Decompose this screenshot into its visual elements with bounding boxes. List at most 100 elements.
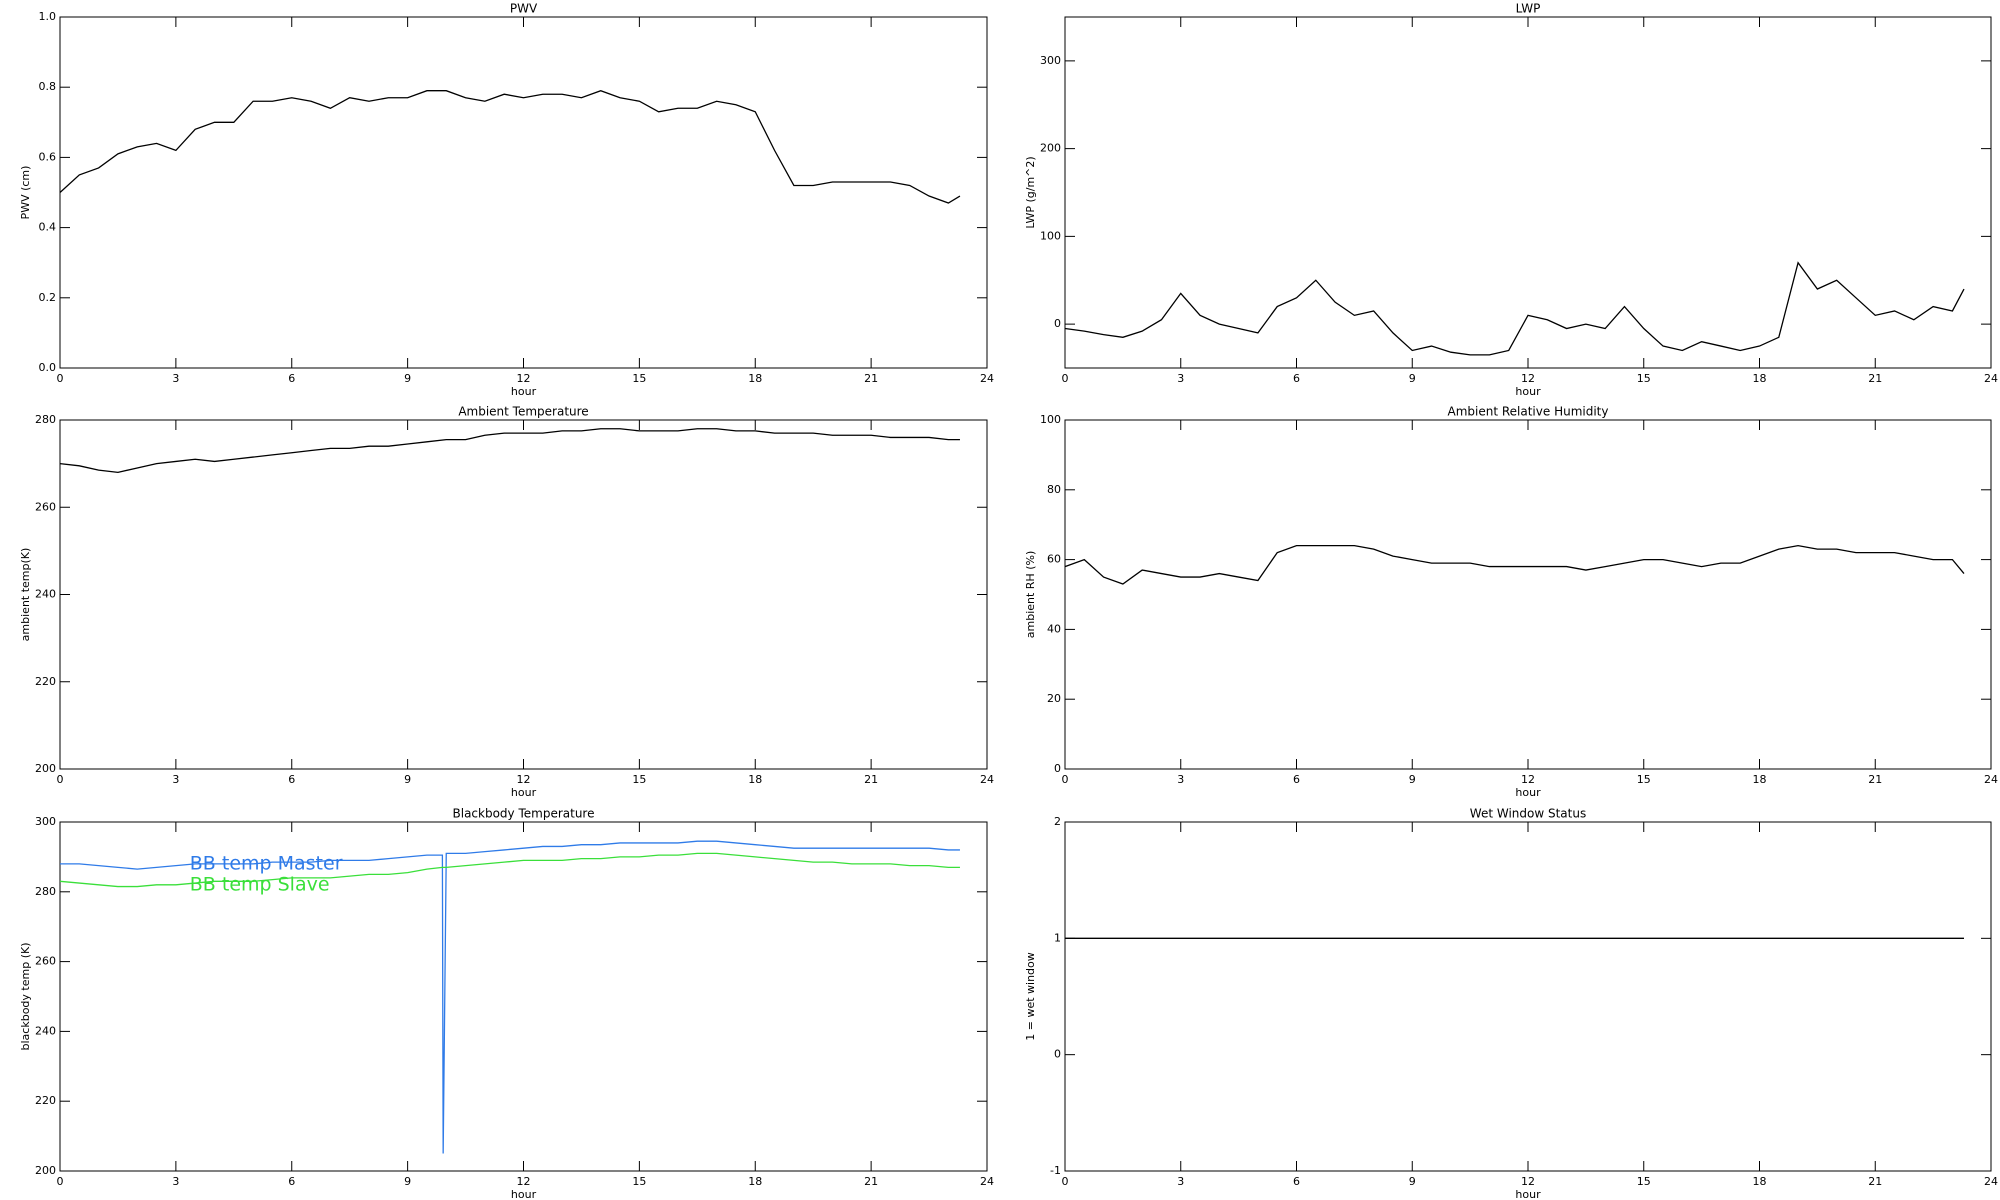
x-axis-label: hour <box>511 385 537 398</box>
y-tick-label: 0.0 <box>39 361 57 374</box>
chart-title: Ambient Temperature <box>458 405 588 419</box>
x-tick-label: 3 <box>1177 1175 1184 1188</box>
plot-frame <box>1064 821 1992 1172</box>
x-tick-label: 15 <box>1637 773 1651 786</box>
chart-title: Blackbody Temperature <box>453 807 595 821</box>
x-tick-label: 15 <box>632 1175 646 1188</box>
data-line <box>60 840 960 1154</box>
y-tick-label: 280 <box>35 885 56 898</box>
y-tick-label: 0.2 <box>39 291 57 304</box>
x-axis-label: hour <box>1515 786 1541 799</box>
x-tick-label: 21 <box>864 372 878 385</box>
x-tick-label: 18 <box>748 372 762 385</box>
x-tick-label: 18 <box>748 773 762 786</box>
y-tick-label: 300 <box>1040 54 1061 67</box>
y-tick-label: 0 <box>1054 762 1061 775</box>
y-tick-label: 80 <box>1047 483 1061 496</box>
y-axis-label: ambient RH (%) <box>1024 551 1037 639</box>
y-tick-label: -1 <box>1050 1164 1061 1177</box>
y-axis-label: PWV (cm) <box>19 166 32 220</box>
x-tick-label: 18 <box>748 1175 762 1188</box>
y-tick-label: 100 <box>1040 413 1061 426</box>
y-tick-label: 220 <box>35 1094 56 1107</box>
data-line <box>59 90 961 204</box>
y-tick-label: 220 <box>35 675 56 688</box>
y-tick-label: 260 <box>35 500 56 513</box>
x-tick-label: 24 <box>1984 1175 1998 1188</box>
x-tick-label: 24 <box>980 1175 994 1188</box>
x-tick-label: 9 <box>1409 1175 1416 1188</box>
x-tick-label: 9 <box>404 773 411 786</box>
x-axis-label: hour <box>511 1188 537 1200</box>
x-axis-label: hour <box>1515 1188 1541 1200</box>
y-tick-label: 0 <box>1054 1048 1061 1061</box>
x-tick-label: 21 <box>864 773 878 786</box>
y-axis-label: ambient temp(K) <box>19 548 32 642</box>
x-tick-label: 12 <box>1521 1175 1535 1188</box>
x-tick-label: 12 <box>1521 372 1535 385</box>
x-axis-label: hour <box>511 786 537 799</box>
y-tick-label: 0.6 <box>39 150 57 163</box>
data-line <box>59 852 960 888</box>
chart-title: Wet Window Status <box>1470 807 1586 821</box>
plot-frame <box>59 16 988 369</box>
y-tick-label: 60 <box>1047 553 1061 566</box>
y-tick-label: 0 <box>1054 317 1061 330</box>
x-tick-label: 9 <box>1409 372 1416 385</box>
x-tick-label: 12 <box>517 372 531 385</box>
y-tick-label: 1 <box>1054 931 1061 944</box>
y-axis-label: 1 = wet window <box>1024 952 1037 1041</box>
x-tick-label: 12 <box>517 773 531 786</box>
data-line <box>1064 261 1965 356</box>
x-tick-label: 15 <box>632 372 646 385</box>
x-tick-label: 0 <box>57 1175 64 1188</box>
x-tick-label: 21 <box>1868 372 1882 385</box>
y-tick-label: 0.8 <box>39 80 57 93</box>
data-line <box>1064 544 1965 585</box>
chart-title: PWV <box>510 2 538 16</box>
y-tick-label: 300 <box>35 815 56 828</box>
x-tick-label: 15 <box>1637 372 1651 385</box>
x-tick-label: 6 <box>1293 372 1300 385</box>
x-tick-label: 9 <box>404 1175 411 1188</box>
x-tick-label: 3 <box>172 773 179 786</box>
y-tick-label: 200 <box>35 1164 56 1177</box>
data-line <box>59 428 960 474</box>
x-tick-label: 21 <box>1868 1175 1882 1188</box>
x-tick-label: 24 <box>1984 773 1998 786</box>
x-tick-label: 24 <box>980 773 994 786</box>
y-tick-label: 280 <box>35 413 56 426</box>
x-tick-label: 6 <box>288 372 295 385</box>
x-tick-label: 21 <box>1868 773 1882 786</box>
chart-title: LWP <box>1516 2 1541 16</box>
x-tick-label: 3 <box>172 1175 179 1188</box>
x-tick-label: 6 <box>1293 773 1300 786</box>
y-tick-label: 2 <box>1054 815 1061 828</box>
x-tick-label: 0 <box>1062 1175 1069 1188</box>
x-tick-label: 6 <box>288 1175 295 1188</box>
y-tick-label: 40 <box>1047 622 1061 635</box>
x-tick-label: 3 <box>1177 372 1184 385</box>
x-tick-label: 6 <box>1293 1175 1300 1188</box>
x-tick-label: 18 <box>1753 372 1767 385</box>
plot-frame <box>1064 419 1992 770</box>
x-tick-label: 12 <box>1521 773 1535 786</box>
y-axis-label: LWP (g/m^2) <box>1024 156 1037 228</box>
x-tick-label: 3 <box>172 372 179 385</box>
y-tick-label: 1.0 <box>39 10 57 23</box>
x-tick-label: 9 <box>404 372 411 385</box>
x-tick-label: 0 <box>1062 773 1069 786</box>
plot-frame <box>59 419 988 770</box>
y-tick-label: 200 <box>35 762 56 775</box>
y-tick-label: 0.4 <box>39 221 57 234</box>
x-tick-label: 18 <box>1753 773 1767 786</box>
x-tick-label: 3 <box>1177 773 1184 786</box>
y-tick-label: 100 <box>1040 229 1061 242</box>
x-tick-label: 15 <box>1637 1175 1651 1188</box>
chart-title: Ambient Relative Humidity <box>1448 405 1609 419</box>
x-tick-label: 21 <box>864 1175 878 1188</box>
x-tick-label: 0 <box>57 372 64 385</box>
x-axis-label: hour <box>1515 385 1541 398</box>
